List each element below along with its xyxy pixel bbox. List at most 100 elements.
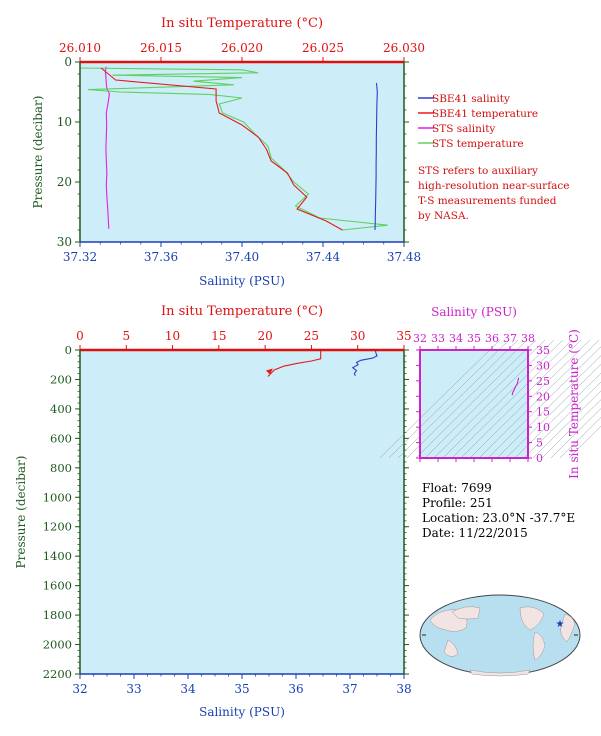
ts-x-tick-label: 34 [449,332,463,345]
near-surface-bottom-tick-label: 37.32 [63,250,97,264]
full-profile-left-tick-label: 1200 [43,520,72,534]
full-profile-bottom-tick-label: 35 [234,682,249,696]
full-profile-series-group [265,350,378,377]
ts-y-tick-label: 10 [536,421,550,434]
near-surface-series-sts-salinity [104,66,110,229]
ts-density-contour [523,381,601,459]
land-south-america [532,631,546,661]
ts-density-contour [496,355,601,459]
full-profile-left-tick-label: 1600 [43,579,72,593]
ts-density-contour [406,339,528,459]
ts-density-contour [397,339,519,459]
ts-ticks: 32 33 34 35 36 37 38 0 5 10 15 20 25 30 35 [413,332,550,465]
ts-y-tick-label: 15 [536,406,550,419]
near-surface-bottom-tick-label: 37.40 [225,250,259,264]
ts-x-tick-label: 36 [485,332,499,345]
full-profile-series-temperature [267,350,322,377]
full-profile-bottom-tick-label: 34 [180,682,196,696]
land-antarctica [469,669,531,677]
full-profile-top-tick-label: 10 [165,329,180,343]
ts-y-tick-label: 35 [536,344,550,357]
sts-note-line-4: by NASA. [418,210,469,222]
float-id-text: Float: 7699 [422,481,492,495]
full-profile-top-axis-title: In situ Temperature (°C) [161,304,323,319]
sts-note-line-1: STS refers to auxiliary [418,165,538,177]
ts-title: Salinity (PSU) [431,305,517,319]
ts-series-profile [511,377,520,396]
near-surface-x-axis-title: Salinity (PSU) [199,274,285,288]
full-profile-left-tick-label: 600 [50,431,72,445]
near-surface-legend: SBE41 salinity SBE41 temperature STS sal… [418,93,538,150]
full-profile-left-tick-label: 1800 [43,608,72,622]
ts-y-tick-label: 25 [536,375,550,388]
ts-density-contour [415,339,537,459]
near-surface-bottom-tick-label: 37.48 [387,250,421,264]
full-profile-top-tick-label: 20 [258,329,273,343]
full-profile-left-tick-label: 800 [50,461,72,475]
full-profile-left-tick-label: 1000 [43,490,72,504]
full-profile-bottom-tick-label: 33 [126,682,141,696]
near-surface-bottom-tick-label: 37.44 [306,250,341,264]
ts-density-contour [541,399,601,459]
full-profile-series-salinity [351,350,378,377]
land-north-america [519,606,545,631]
ts-density-contour [487,346,601,459]
near-surface-series-sbe41-temperature [100,67,343,231]
near-surface-series-sbe41-salinity [374,82,378,231]
world-map-land [429,606,576,677]
near-surface-top-tick-label: 26.010 [59,41,101,55]
ts-density-contours [379,339,601,459]
near-surface-top-tick-label: 26.030 [383,41,425,55]
location-text: Location: 23.0°N -37.7°E [422,511,575,525]
sts-note: STS refers to auxiliary high-resolution … [418,165,569,222]
near-surface-left-tick-label: 0 [64,55,72,69]
near-surface-panel: 26.010 26.015 26.020 26.025 26.030 37.32 37.36… [31,16,569,288]
full-profile-top-tick-label: 30 [350,329,365,343]
full-profile-left-tick-label: 1400 [43,549,72,563]
ts-density-contour [433,339,555,459]
full-profile-left-tick-label: 400 [50,402,72,416]
full-profile-left-tick-label: 2000 [43,638,72,652]
ts-y-tick-label: 20 [536,390,550,403]
full-profile-plot-area [80,350,404,674]
full-profile-bottom-tick-label: 32 [72,682,87,696]
world-map-ocean [419,594,581,676]
full-profile-left-tick-label: 2200 [43,667,72,681]
near-surface-y-axis-title: Pressure (decibar) [31,96,45,209]
ts-x-tick-label: 33 [431,332,445,345]
legend-label-sts-salinity: STS salinity [432,123,495,135]
ts-density-contour [478,339,600,459]
land-siberia [451,606,481,620]
land-africa [560,613,576,643]
full-profile-top-tick-label: 25 [304,329,319,343]
near-surface-top-tick-label: 26.025 [302,41,344,55]
near-surface-left-tick-label: 10 [57,115,72,129]
near-surface-top-tick-label: 26.015 [140,41,182,55]
ts-y-axis-title: In situ Temperature (°C) [567,329,581,479]
ts-y-tick-label: 0 [536,452,543,465]
ts-y-tick-label: 30 [536,359,550,372]
sts-note-line-3: T-S measurements funded [418,195,557,207]
full-profile-ticks: 0 5 10 15 20 25 30 35 32 33 34 35 36 37 38 0 200 400 600 80… [43,329,412,696]
ts-density-contour [532,390,601,459]
ts-density-contour [379,339,501,459]
full-profile-bottom-tick-label: 38 [396,682,411,696]
full-profile-bottom-tick-label: 37 [342,682,357,696]
near-surface-ticks: 26.010 26.015 26.020 26.025 26.030 37.32 37.36… [57,41,425,264]
float-info: Float: 7699 Profile: 251 Location: 23.0°… [422,481,575,540]
land-australia [443,639,459,657]
full-profile-top-tick-label: 35 [396,329,411,343]
ts-density-contour [460,339,582,459]
ts-y-tick-label: 5 [536,437,543,450]
ts-x-tick-label: 38 [521,332,535,345]
ts-density-contour [442,339,564,459]
sts-note-line-2: high-resolution near-surface [418,180,569,192]
full-profile-top-tick-label: 15 [211,329,226,343]
ts-plot-area [420,350,528,458]
ts-density-contour [550,408,601,459]
ts-density-contour [505,364,601,459]
ts-x-tick-label: 35 [467,332,481,345]
ts-density-contour [568,425,601,459]
full-profile-y-axis-title: Pressure (decibar) [14,456,28,569]
ts-density-contour [451,339,573,459]
